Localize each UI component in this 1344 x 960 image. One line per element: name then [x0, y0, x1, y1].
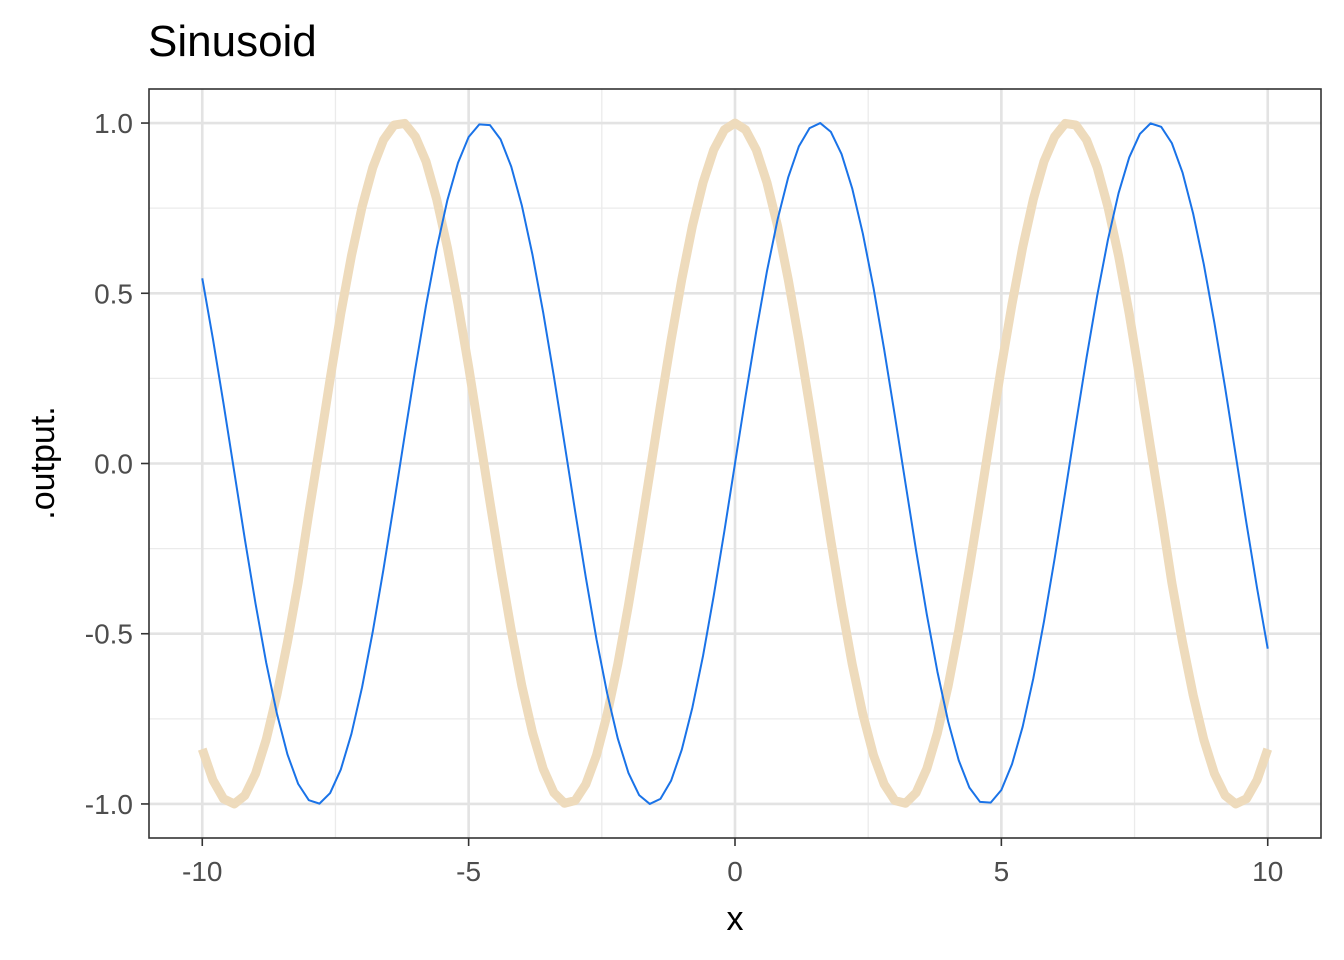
series-layer — [198, 118, 1272, 809]
axes-layer: -10 -5 0 5 10 -1.0 -0.5 0.0 0.5 1.0 — [85, 108, 1284, 887]
y-tick-label: -1.0 — [85, 789, 133, 820]
y-axis-title: .output. — [24, 406, 62, 519]
x-tick-label: 0 — [727, 856, 743, 887]
y-tick-label: 0.0 — [94, 449, 133, 480]
x-tick-label: 5 — [994, 856, 1010, 887]
chart-title: Sinusoid — [148, 17, 317, 66]
series-line-1 — [198, 118, 1272, 809]
x-tick-label: -5 — [456, 856, 481, 887]
y-tick-label: 1.0 — [94, 108, 133, 139]
y-tick-label: -0.5 — [85, 619, 133, 650]
series-line-2 — [201, 122, 1269, 805]
x-tick-label: 10 — [1252, 856, 1283, 887]
y-tick-label: 0.5 — [94, 278, 133, 309]
x-tick-label: -10 — [182, 856, 222, 887]
x-axis-title: x — [727, 900, 744, 938]
